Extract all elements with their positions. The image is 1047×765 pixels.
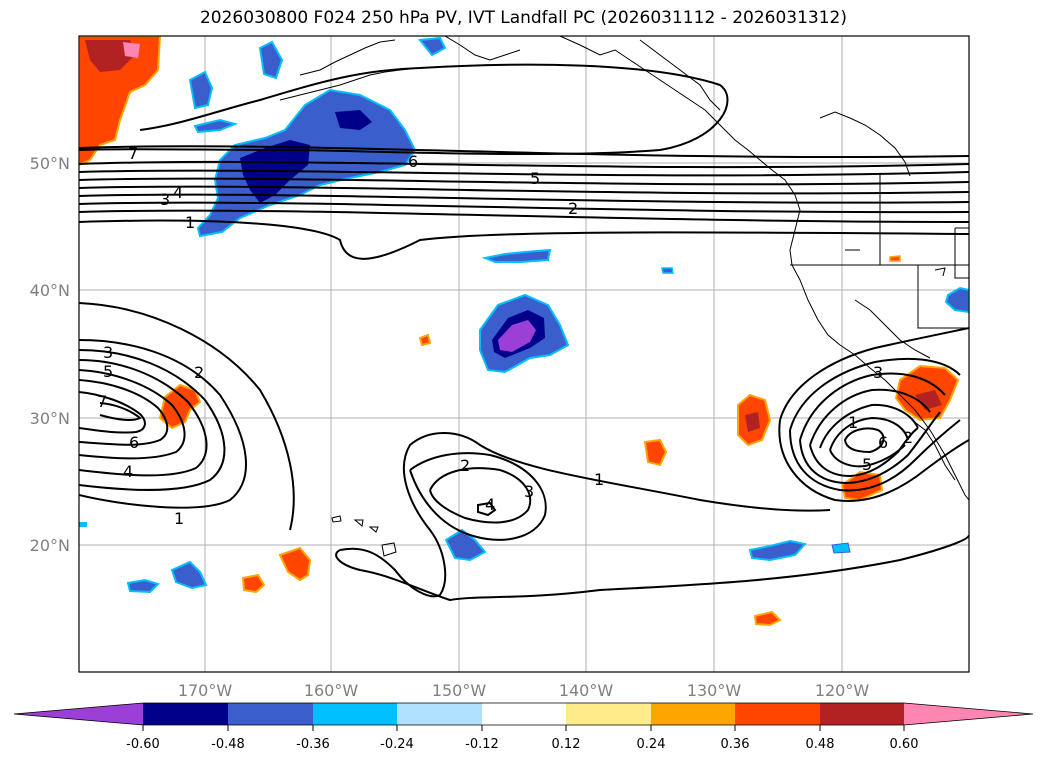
colorbar-tick: -0.24 xyxy=(380,737,414,752)
map-frame xyxy=(78,35,970,673)
colorbar-tick: -0.48 xyxy=(211,737,245,752)
contour-label: 1 xyxy=(185,213,195,232)
contour-label: 3 xyxy=(524,482,534,501)
hawaii-islands xyxy=(331,515,397,557)
colorbar-extend-low xyxy=(14,703,143,725)
colorbar-tick: 0.60 xyxy=(890,737,919,752)
contour-label: 1 xyxy=(848,413,858,432)
colorbar-tick: 0.12 xyxy=(552,737,581,752)
contour-label: 4 xyxy=(485,495,495,514)
contour-label: 5 xyxy=(530,169,540,188)
contour-labels: 7 6 5 2 4 3 1 3 5 7 6 4 2 1 2 3 4 1 3 1 … xyxy=(97,144,913,528)
contour-label: 4 xyxy=(173,183,183,202)
lon-label: 150°W xyxy=(432,681,487,700)
colorbar-tick: -0.12 xyxy=(465,737,499,752)
contour-label: 5 xyxy=(103,362,113,381)
contour-label: 7 xyxy=(97,392,107,411)
colorbar-extend-high xyxy=(904,703,1033,725)
colorbar-swatch xyxy=(313,703,397,725)
colorbar-tick: -0.36 xyxy=(296,737,330,752)
contour-label: 6 xyxy=(129,433,139,452)
lat-label: 30°N xyxy=(30,409,70,428)
contour-label: 5 xyxy=(862,455,872,474)
colorbar-swatch xyxy=(651,703,735,725)
lon-label: 160°W xyxy=(304,681,359,700)
colorbar-swatch xyxy=(228,703,313,725)
longitude-labels: 170°W 160°W 150°W 140°W 130°W 120°W xyxy=(178,681,870,700)
lon-label: 140°W xyxy=(559,681,614,700)
colorbar-tick: 0.24 xyxy=(637,737,666,752)
contour-label: 2 xyxy=(903,428,913,447)
contour-label: 4 xyxy=(123,462,133,481)
lat-label: 20°N xyxy=(30,536,70,555)
contour-label: 3 xyxy=(873,363,883,382)
colorbar-swatch xyxy=(482,703,566,725)
lon-label: 170°W xyxy=(178,681,233,700)
lon-label: 120°W xyxy=(815,681,870,700)
contour-label: 1 xyxy=(174,509,184,528)
colorbar-swatch xyxy=(566,703,651,725)
contour-label: 6 xyxy=(408,152,418,171)
contour-label: 1 xyxy=(594,470,604,489)
latitude-labels: 50°N 40°N 30°N 20°N xyxy=(30,154,70,555)
map-title: 2026030800 F024 250 hPa PV, IVT Landfall… xyxy=(199,8,847,28)
lat-label: 40°N xyxy=(30,281,70,300)
colorbar-tick: -0.60 xyxy=(126,737,160,752)
ivt-contours xyxy=(79,63,969,602)
contour-label: 3 xyxy=(160,190,170,209)
contour-label: 2 xyxy=(194,363,204,382)
contour-label: 7 xyxy=(128,144,138,163)
contour-label: 2 xyxy=(460,456,470,475)
gridlines xyxy=(79,36,969,672)
colorbar-swatch xyxy=(820,703,904,725)
contour-label: 2 xyxy=(568,199,578,218)
contour-label: 3 xyxy=(103,343,113,362)
colorbar-tick: 0.36 xyxy=(721,737,750,752)
colorbar-swatch xyxy=(397,703,482,725)
colorbar: -0.60 -0.48 -0.36 -0.24 -0.12 0.12 0.24 … xyxy=(13,702,1034,752)
colorbar-swatch xyxy=(735,703,820,725)
contour-label: 6 xyxy=(878,433,888,452)
lat-label: 50°N xyxy=(30,154,70,173)
colorbar-tick: 0.48 xyxy=(806,737,835,752)
lon-label: 130°W xyxy=(687,681,742,700)
colorbar-swatch xyxy=(143,703,228,725)
